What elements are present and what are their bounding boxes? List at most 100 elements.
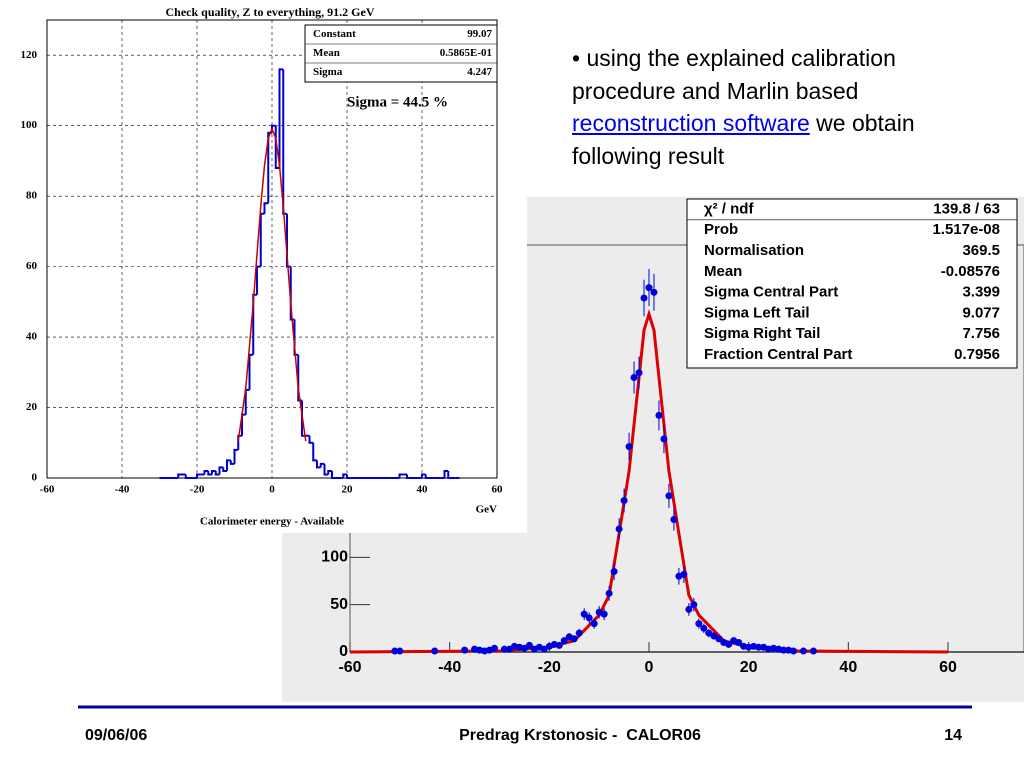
data-point	[625, 443, 633, 451]
histogram-bin	[424, 474, 430, 479]
histogram-bin	[398, 473, 404, 478]
x-tick-label: 40	[839, 659, 857, 676]
data-point	[461, 646, 469, 654]
histogram-bin	[248, 353, 254, 390]
stats-value: 139.8 / 63	[933, 200, 1000, 217]
data-point	[575, 629, 583, 637]
data-point	[700, 624, 708, 632]
histogram-bin	[278, 68, 284, 168]
histogram-bin	[184, 474, 190, 479]
x-tick-label: 0	[269, 484, 275, 496]
data-point	[645, 284, 653, 292]
stats-value: -0.08576	[941, 263, 1000, 280]
data-point	[640, 294, 648, 302]
footer: 09/06/06 Predrag Krstonosic - CALOR06 14	[78, 705, 972, 744]
stats-value: 3.399	[962, 284, 1000, 301]
data-point	[525, 641, 533, 649]
histogram-bin	[443, 469, 449, 478]
data-point	[620, 497, 628, 505]
data-point	[605, 589, 613, 597]
stats-label: Sigma	[313, 66, 343, 78]
x-tick-label: 20	[740, 659, 758, 676]
data-point	[580, 610, 588, 618]
histogram-bin	[177, 473, 182, 478]
histogram-bin	[207, 470, 212, 476]
histogram-bin	[289, 266, 295, 321]
footer-date: 09/06/06	[85, 727, 147, 744]
x-tick-label: 40	[417, 484, 429, 496]
histogram-bin	[293, 319, 299, 356]
annotation: Sigma = 44.5 %	[347, 94, 448, 110]
y-tick-label: 80	[26, 190, 38, 202]
data-point	[655, 411, 663, 419]
link[interactable]: reconstruction software	[572, 110, 810, 137]
x-tick-label: -40	[438, 659, 461, 676]
x-tick-label: -20	[190, 484, 205, 496]
stats-value: 7.756	[962, 325, 1000, 342]
x-tick-label: 0	[645, 659, 654, 676]
data-point	[600, 610, 608, 618]
stats-label: Sigma Central Part	[704, 284, 838, 301]
stats-label: χ² / ndf	[704, 200, 754, 217]
data-point	[500, 645, 508, 653]
histogram-bin	[331, 470, 336, 479]
histogram-bin	[203, 469, 209, 475]
data-point	[725, 640, 733, 648]
histogram-bin	[196, 473, 201, 478]
stats-label: Mean	[704, 263, 742, 280]
stats-label: Constant	[313, 28, 356, 40]
histogram-bin	[346, 474, 351, 479]
fit-curve	[237, 126, 307, 442]
footer-page: 14	[944, 727, 962, 744]
y-tick-label: 40	[26, 331, 38, 343]
histogram-bin	[286, 213, 291, 268]
stats-label: Mean	[313, 47, 340, 59]
data-point	[780, 646, 788, 654]
data-point	[680, 570, 688, 578]
data-point	[555, 641, 563, 649]
histogram-bin	[214, 470, 220, 476]
data-point	[799, 647, 807, 655]
data-point	[665, 492, 673, 500]
x-tick-label: 20	[342, 484, 354, 496]
data-point	[585, 614, 593, 622]
histogram-bin	[316, 460, 321, 469]
x-axis-label: GeV	[476, 504, 497, 516]
stats-label: Sigma Right Tail	[704, 325, 820, 342]
histogram-bin	[319, 462, 325, 468]
data-point	[391, 647, 399, 655]
data-point	[670, 515, 678, 523]
data-point	[735, 639, 743, 647]
bullet-text: • using the explained calibration proced…	[572, 42, 992, 173]
stats-value: 0.7956	[954, 346, 1000, 363]
y-tick-label: 50	[330, 596, 348, 613]
x-tick-label: -60	[338, 659, 361, 676]
histogram-bin	[406, 474, 411, 479]
y-tick-label: 0	[32, 472, 38, 484]
data-point	[615, 525, 623, 533]
stats-value: 9.077	[962, 304, 1000, 321]
footer-author: Predrag Krstonosic - CALOR06	[459, 727, 701, 744]
data-point	[809, 647, 817, 655]
histogram-bin	[308, 435, 314, 444]
stats-box	[686, 198, 1018, 369]
data-point	[396, 647, 404, 655]
data-point	[690, 601, 698, 609]
histogram-bin	[447, 470, 452, 479]
x-tick-label: 60	[492, 484, 504, 496]
data-point	[635, 369, 643, 377]
data-point	[491, 644, 499, 652]
y-tick-label: 60	[26, 260, 38, 272]
stats-value: 369.5	[962, 242, 1000, 259]
x-tick-label: -40	[115, 484, 130, 496]
y-tick-label: 100	[21, 119, 38, 131]
data-point	[715, 635, 723, 643]
data-point	[560, 637, 568, 645]
x-tick-label: -20	[538, 659, 561, 676]
histogram-bin	[256, 265, 261, 295]
x-tick-label: -60	[40, 484, 55, 496]
stats-label: Normalisation	[704, 242, 804, 259]
histogram-bin	[229, 460, 235, 465]
bullet-start: • using the explained calibration proced…	[572, 45, 896, 104]
